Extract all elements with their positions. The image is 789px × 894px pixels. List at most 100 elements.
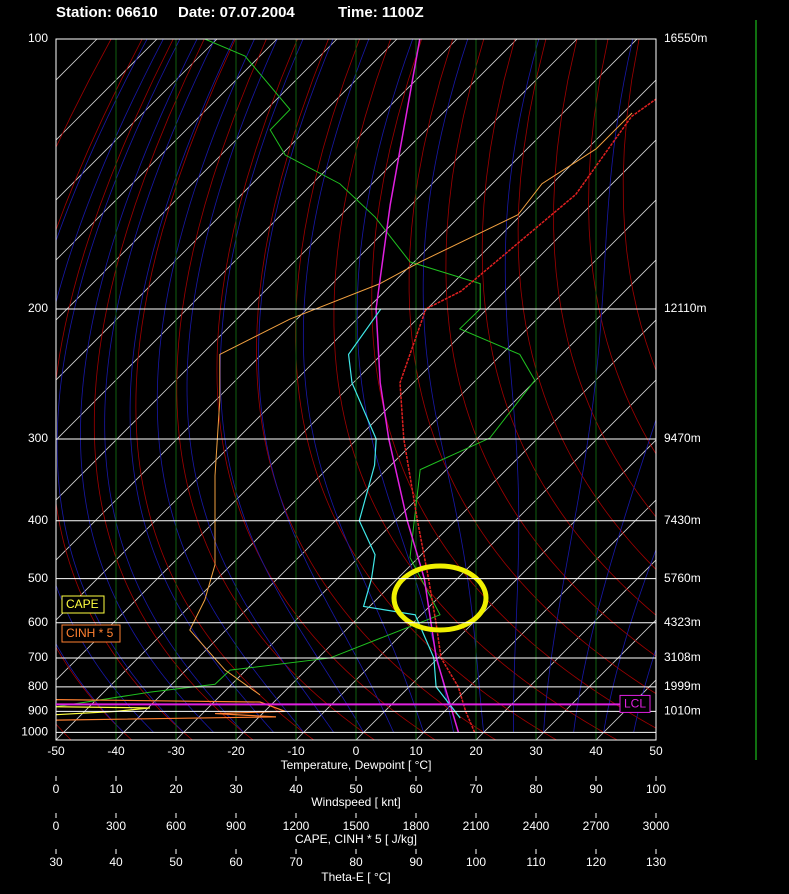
y-tick-label: 800 [28, 679, 48, 693]
isotherm [56, 39, 638, 621]
dry-adiabat [135, 39, 315, 740]
moist-adiabat [129, 39, 274, 733]
x-tick-label: 50 [649, 744, 663, 758]
dry-adiabat [445, 39, 656, 657]
x-axis-label: Temperature, Dewpoint [ °C] [281, 758, 432, 772]
dry-adiabat [691, 39, 789, 740]
x-tick-label: -50 [47, 744, 65, 758]
moist-adiabat [422, 39, 485, 733]
y-tick-label: 900 [28, 704, 48, 718]
dry-adiabat [176, 39, 375, 740]
dry-adiabat [93, 39, 254, 740]
isotherm [355, 439, 656, 740]
moist-adiabat [219, 39, 364, 733]
y-tick-label: 400 [28, 513, 48, 527]
x-tick-label: 40 [589, 744, 603, 758]
height-label: 9470m [664, 431, 701, 445]
legend-label: CAPE [66, 597, 99, 611]
y-tick-label: 700 [28, 650, 48, 664]
windspeed-axis-tick-label: 50 [349, 782, 363, 796]
legend-box [61, 595, 105, 614]
dry-adiabat [725, 39, 789, 740]
theta-e-axis-tick-label: 110 [526, 855, 545, 869]
theta-e-axis-tick-label: 30 [49, 855, 63, 869]
theta-e-axis-tick-label: 70 [289, 855, 303, 869]
height-label: 1999m [664, 679, 701, 693]
dry-adiabat [758, 39, 789, 740]
dry-adiabat [517, 39, 656, 570]
theta-e-axis-tick-label: 40 [109, 855, 123, 869]
station: Station: 06610 [56, 4, 158, 21]
x-tick-label: 0 [353, 744, 360, 758]
theta-e-axis-tick-label: 50 [169, 855, 183, 869]
moist-adiabat [186, 39, 334, 733]
dry-adiabat [622, 39, 656, 372]
theta-e-axis-tick-label: 80 [349, 855, 363, 869]
y-tick-label: 600 [28, 615, 48, 629]
dry-adiabat [481, 39, 656, 616]
theta-e-axis-tick-label: 100 [466, 855, 486, 869]
height-label: 7430m [664, 513, 701, 527]
legend-label: CINH * 5 [66, 626, 114, 640]
lcl-box [619, 694, 651, 713]
x-tick-label: 30 [529, 744, 543, 758]
isotherm [56, 39, 458, 441]
height-label: 16550m [664, 31, 707, 45]
isotherm [115, 199, 656, 740]
windspeed-axis-tick-label: 30 [229, 782, 243, 796]
windspeed-axis-tick-label: 70 [469, 782, 483, 796]
windspeed-axis-tick-label: 0 [53, 782, 60, 796]
windspeed-axis-tick-label: 90 [589, 782, 603, 796]
theta-e-axis-tick-label: 130 [646, 855, 666, 869]
y-tick-label: 300 [28, 431, 48, 445]
windspeed-axis-tick-label: 80 [529, 782, 543, 796]
cape-line [56, 706, 151, 716]
isotherm [56, 39, 278, 261]
cape-axis-tick-label: 2400 [523, 819, 550, 833]
moist-adiabat [573, 418, 656, 733]
dry-adiabat [657, 39, 789, 740]
y-tick-label: 100 [28, 31, 48, 45]
isotherm [56, 39, 578, 561]
windspeed-axis-tick-label: 100 [646, 782, 666, 796]
isotherm [56, 139, 656, 740]
theta-e-axis-tick-label: 60 [229, 855, 243, 869]
dry-adiabat [295, 39, 557, 740]
x-tick-label: -40 [107, 744, 125, 758]
cinh-line [56, 699, 286, 721]
dry-adiabat [256, 39, 497, 740]
x-tick-label: -20 [227, 744, 245, 758]
moist-adiabat [104, 39, 244, 733]
dry-adiabat [333, 39, 618, 740]
cape-axis-tick-label: 600 [166, 819, 186, 833]
cape-axis-tick-label: 300 [106, 819, 126, 833]
moist-adiabat [302, 39, 425, 733]
cape-axis-tick-label: 2100 [463, 819, 490, 833]
isotherm [56, 39, 218, 201]
moist-adiabat [543, 39, 634, 733]
cape-axis-tick-label: 900 [226, 819, 246, 833]
moist-adiabat [156, 39, 304, 733]
dry-adiabat [553, 39, 656, 518]
date: Date: 07.07.2004 [178, 4, 295, 21]
isotherm [0, 39, 37, 740]
x-tick-label: -30 [167, 744, 185, 758]
isotherm [175, 259, 656, 740]
moist-adiabat [504, 39, 540, 733]
legend-box [61, 624, 121, 643]
height-label: 5760m [664, 571, 701, 585]
temperature-line [399, 98, 656, 733]
cape-axis-tick-label: 0 [53, 819, 60, 833]
theta-e-line [189, 112, 633, 696]
windspeed-axis-label: Windspeed [ knt] [311, 795, 400, 809]
y-tick-label: 500 [28, 571, 48, 585]
isotherm [56, 39, 398, 381]
height-label: 3108m [664, 650, 701, 664]
y-tick-label: 1000 [21, 725, 48, 739]
cape-axis-tick-label: 2700 [583, 819, 610, 833]
cape-axis-label: CAPE, CINH * 5 [ J/kg] [295, 832, 417, 846]
theta-e-axis-label: Theta-E [ °C] [321, 870, 391, 884]
height-label: 1010m [664, 704, 701, 718]
isotherm [655, 739, 656, 740]
dry-adiabat [408, 39, 656, 695]
